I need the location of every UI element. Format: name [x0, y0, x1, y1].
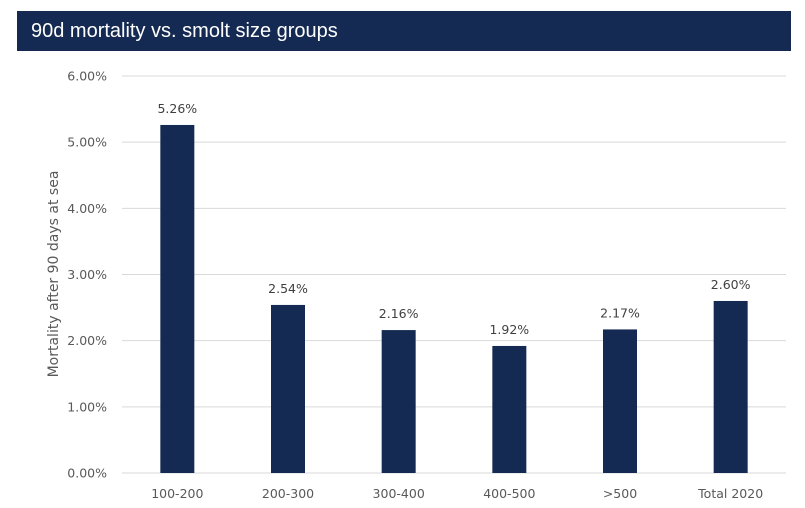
bar [492, 345, 527, 473]
data-label: 2.54% [268, 281, 308, 296]
x-tick-label: 300-400 [373, 486, 425, 501]
data-label: 5.26% [157, 101, 197, 116]
bar [713, 300, 748, 473]
y-axis-label: Mortality after 90 days at sea [46, 171, 62, 378]
data-label: 2.60% [711, 277, 751, 292]
data-label: 1.92% [489, 322, 529, 337]
data-label: 2.16% [379, 306, 419, 321]
x-axis-ticks: 100-200 200-300 300-400 400-500 >500 Total 20… [151, 486, 763, 501]
gridlines [122, 75, 786, 474]
y-tick-label: 6.00% [67, 69, 107, 84]
x-tick-label: 200-300 [262, 486, 314, 501]
y-tick-label: 2.00% [67, 333, 107, 348]
chart-title: 90d mortality vs. smolt size groups [31, 20, 338, 42]
x-tick-label: 400-500 [483, 486, 535, 501]
title-bar: 90d mortality vs. smolt size groups [17, 11, 791, 51]
y-tick-label: 3.00% [67, 267, 107, 282]
bar [603, 329, 637, 473]
bar [271, 304, 305, 473]
y-tick-label: 4.00% [67, 201, 107, 216]
data-label: 2.17% [600, 305, 640, 320]
x-tick-label: Total 2020 [697, 486, 763, 501]
y-tick-label: 0.00% [67, 466, 107, 481]
y-tick-label: 1.00% [67, 399, 107, 414]
data-labels: 5.26% 2.54% 2.16% 1.92% 2.17% 2.60% [157, 101, 750, 337]
bar [381, 330, 416, 473]
bar [160, 124, 195, 474]
y-axis-ticks: 0.00% 1.00% 2.00% 3.00% 4.00% 5.00% 6.00% [67, 69, 107, 481]
y-tick-label: 5.00% [67, 135, 107, 150]
bars [160, 124, 748, 474]
x-tick-label: >500 [603, 486, 637, 501]
x-tick-label: 100-200 [151, 486, 203, 501]
